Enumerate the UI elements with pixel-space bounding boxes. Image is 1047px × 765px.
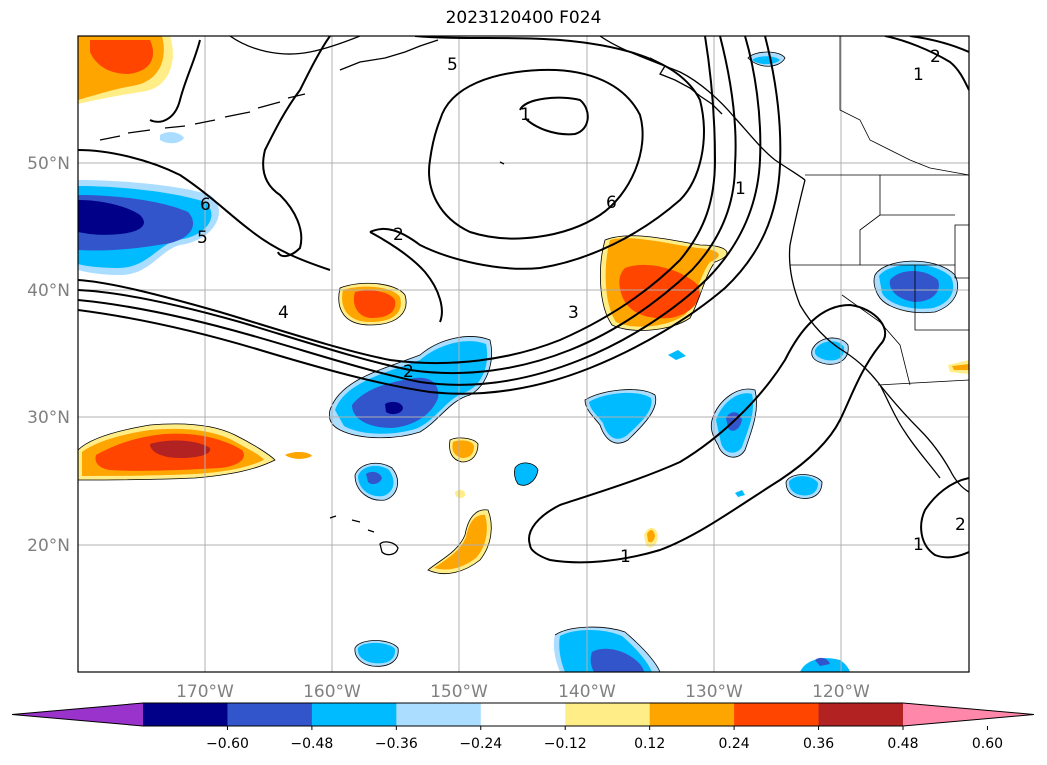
contour-label: 5 — [447, 55, 458, 75]
lon-label: 130°W — [685, 682, 743, 702]
lon-label: 120°W — [812, 682, 870, 702]
lon-label: 160°W — [303, 682, 361, 702]
contour-label: 6 — [200, 195, 211, 215]
lat-label: 50°N — [27, 154, 70, 174]
colorbar-swatch — [734, 703, 820, 726]
colorbar-label: 0.12 — [634, 736, 665, 752]
colorbar-swatch — [649, 703, 735, 726]
lat-label: 20°N — [27, 536, 70, 556]
contour-label: 2 — [393, 225, 404, 245]
map-frame — [77, 35, 970, 673]
contour-label: 1 — [735, 179, 746, 199]
colorbar-swatch — [480, 703, 566, 726]
lat-label: 40°N — [27, 281, 70, 301]
gridlines — [78, 36, 969, 672]
contour-label: 6 — [606, 193, 617, 213]
colorbar-outline — [11, 702, 1035, 727]
contour-label: 2 — [955, 515, 966, 535]
colorbar-swatch — [311, 703, 397, 726]
lon-label: 150°W — [430, 682, 488, 702]
longitude-labels: 170°W 160°W 150°W 140°W 130°W 120°W — [176, 682, 870, 702]
lat-label: 30°N — [27, 408, 70, 428]
colorbar-swatch — [143, 703, 228, 726]
colorbar: −0.60 −0.48 −0.36 −0.24 −0.12 0.12 0.24 0.36 0.4… — [11, 702, 1035, 752]
contour-label: 1 — [620, 547, 631, 567]
colorbar-swatch — [818, 703, 904, 726]
colorbar-label: −0.60 — [206, 736, 249, 752]
lon-label: 140°W — [558, 682, 616, 702]
colorbar-label: −0.12 — [544, 736, 587, 752]
colorbar-extend-high — [903, 703, 1034, 726]
colorbar-label: 0.48 — [887, 736, 918, 752]
contour-label: 2 — [403, 362, 414, 382]
shading-outlines — [78, 51, 959, 672]
colorbar-swatch — [396, 703, 482, 726]
lon-label: 170°W — [176, 682, 234, 702]
contour-labels: 5 1 6 2 6 5 1 4 3 2 1 2 1 1 2 — [197, 47, 966, 567]
map-title: 2023120400 F024 — [445, 8, 602, 28]
colorbar-label: −0.36 — [375, 736, 418, 752]
contour-label: 2 — [930, 47, 941, 67]
colorbar-label: 0.24 — [719, 736, 750, 752]
contour-label: 1 — [913, 65, 924, 85]
colorbar-label: −0.48 — [290, 736, 333, 752]
height-contours — [78, 36, 969, 564]
contour-label: 4 — [278, 303, 289, 323]
contour-label: 5 — [197, 228, 208, 248]
coastlines — [99, 36, 969, 556]
colorbar-swatch — [227, 703, 313, 726]
colorbar-label: 0.60 — [972, 736, 1003, 752]
colorbar-label: 0.36 — [803, 736, 834, 752]
latitude-labels: 50°N 40°N 30°N 20°N — [27, 154, 70, 556]
contour-label: 1 — [520, 105, 531, 125]
colorbar-extend-low — [12, 703, 143, 726]
contour-label: 1 — [913, 535, 924, 555]
political-borders — [790, 36, 969, 386]
colorbar-swatch — [565, 703, 651, 726]
contour-label: 3 — [568, 303, 579, 323]
colorbar-label: −0.24 — [459, 736, 502, 752]
